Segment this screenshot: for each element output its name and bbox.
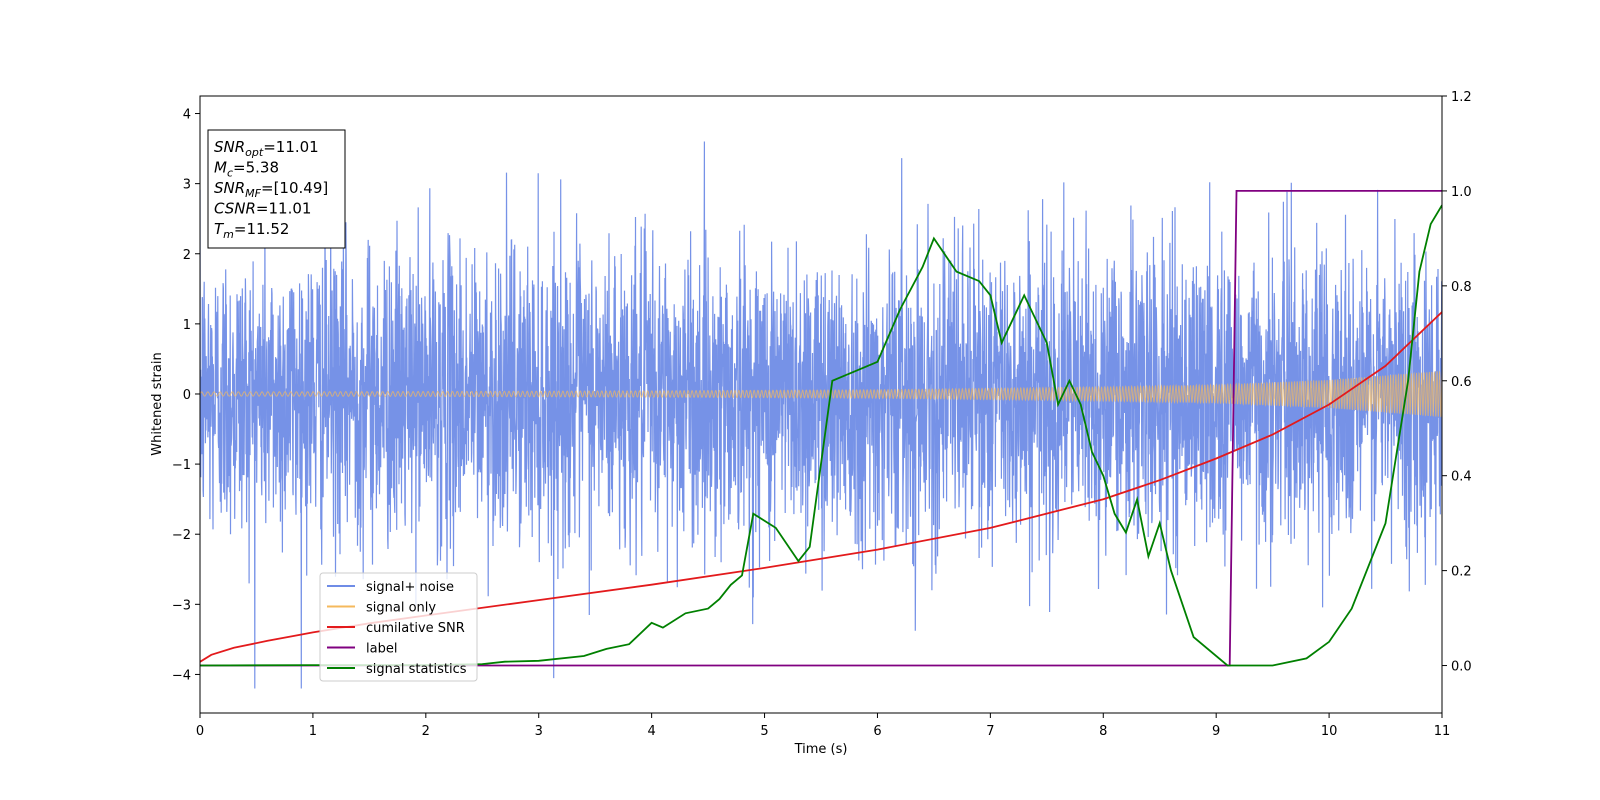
info-box-line: SNRMF=[10.49] [214,179,328,200]
legend-label: signal only [366,601,436,616]
y-tick-label: 4 [183,108,191,123]
y-tick-label: −2 [172,528,191,543]
legend-label: signal statistics [366,662,467,677]
info-box-frame [207,129,346,249]
legend-frame [319,572,478,682]
x-tick-label: 0 [196,724,204,739]
x-tick-label: 10 [1321,724,1338,739]
y2-tick-label: 1.2 [1451,90,1472,105]
x-tick-label: 9 [1212,724,1220,739]
series-label [200,190,1442,667]
y-axis-left: 4 3 2 1 0 −1 −2 −3 −4 [172,108,200,683]
y2-tick-label: 0.4 [1451,470,1472,485]
stats-info-box: SNRopt=11.01Mc=5.38SNRMF=[10.49]CSNR=11.… [207,129,346,249]
plot-series [200,141,1442,689]
y-tick-label: −3 [172,598,191,613]
series-cumulative-snr [200,311,1442,663]
x-tick-label: 3 [535,724,543,739]
info-box-line: CSNR=11.01 [214,200,311,218]
y2-tick-label: 0.2 [1451,565,1472,580]
y-tick-label: 3 [183,178,191,193]
y-tick-label: 0 [183,388,191,403]
info-box-line: SNRopt=11.01 [214,138,319,159]
x-tick-label: 4 [647,724,655,739]
x-axis-title: Time (s) [794,742,848,757]
y2-tick-label: 1.0 [1451,185,1472,200]
y2-tick-label: 0.0 [1451,660,1472,675]
y-tick-label: −1 [172,458,191,473]
x-axis: 0 1 2 3 4 5 6 7 8 9 10 11 [196,713,1450,739]
y-axis-right: 1.2 1.0 0.8 0.6 0.4 0.2 0.0 [1442,90,1472,675]
y-tick-label: 1 [183,318,191,333]
series-signal-statistics [200,204,1442,667]
plot-frame [199,95,1443,714]
x-tick-label: 2 [422,724,430,739]
y-axis-title: Whitened strain [150,352,165,455]
legend-label: label [366,642,397,657]
y-tick-label: −4 [172,668,191,683]
x-tick-label: 5 [760,724,768,739]
y-tick-label: 2 [183,248,191,263]
x-tick-label: 7 [986,724,994,739]
x-tick-label: 8 [1099,724,1107,739]
x-tick-label: 6 [873,724,881,739]
series-signal-only [200,371,1442,418]
legend-label: cumilative SNR [366,621,465,636]
x-tick-label: 1 [309,724,317,739]
y2-tick-label: 0.8 [1451,280,1472,295]
y2-tick-label: 0.6 [1451,375,1472,390]
info-box-line: Tm=11.52 [214,220,289,241]
legend: signal+ noise signal only cumilative SNR la… [319,572,478,682]
info-box-line: Mc=5.38 [214,159,279,180]
x-tick-label: 11 [1434,724,1451,739]
legend-label: signal+ noise [366,580,454,595]
